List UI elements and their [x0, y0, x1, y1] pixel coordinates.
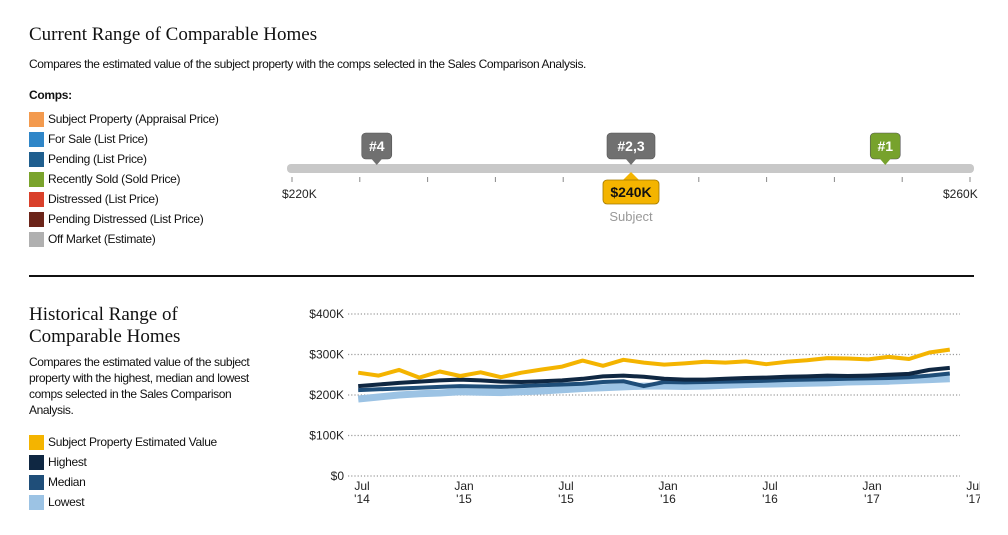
- historical-legend: Subject Property Estimated Value Highest…: [29, 432, 217, 512]
- x-tick-label: Jan: [454, 479, 473, 493]
- legend-label: Lowest: [48, 495, 85, 509]
- legend-swatch: [29, 131, 44, 147]
- legend-label: Subject Property (Appraisal Price): [48, 112, 219, 126]
- historical-range-title: Historical Range of Comparable Homes: [29, 304, 180, 348]
- legend-item-pending: Pending (List Price): [29, 149, 219, 169]
- legend-swatch: [29, 474, 44, 490]
- legend-label: Off Market (Estimate): [48, 232, 156, 246]
- x-tick-label: '14: [354, 492, 370, 506]
- legend-label: Distressed (List Price): [48, 192, 159, 206]
- legend-label: Median: [48, 475, 86, 489]
- range-bar: [287, 164, 974, 173]
- x-tick-label: Jul: [558, 479, 573, 493]
- comp-marker-label: #2,3: [617, 138, 644, 154]
- y-tick-label: $300K: [309, 348, 344, 362]
- comp-marker[interactable]: #4: [361, 132, 393, 165]
- legend-item-median: Median: [29, 472, 217, 492]
- legend-item-lowest: Lowest: [29, 492, 217, 512]
- x-tick-label: '16: [660, 492, 676, 506]
- legend-item-distressed: Distressed (List Price): [29, 189, 219, 209]
- legend-swatch: [29, 111, 44, 127]
- x-tick-label: '15: [456, 492, 472, 506]
- range-max-label: $260K: [943, 187, 978, 201]
- legend-label: Recently Sold (Sold Price): [48, 172, 181, 186]
- legend-swatch: [29, 494, 44, 510]
- legend-label: Pending (List Price): [48, 152, 147, 166]
- legend-item-subject-estimated: Subject Property Estimated Value: [29, 432, 217, 452]
- x-tick-label: Jan: [658, 479, 677, 493]
- legend-item-for-sale: For Sale (List Price): [29, 129, 219, 149]
- comps-label: Comps:: [29, 88, 72, 102]
- y-tick-label: $200K: [309, 388, 344, 402]
- series-line-subject-property-estimated-value: [357, 347, 951, 380]
- legend-item-highest: Highest: [29, 452, 217, 472]
- current-range-title: Current Range of Comparable Homes: [29, 24, 318, 45]
- legend-swatch: [29, 231, 44, 247]
- legend-swatch: [29, 191, 44, 207]
- comp-marker[interactable]: #1: [869, 132, 901, 165]
- subject-caption: Subject: [609, 209, 653, 224]
- historical-line-chart: $0$100K$200K$300K$400K Jul'14Jan'15Jul'1…: [309, 307, 980, 506]
- section-divider: [29, 275, 974, 277]
- legend-swatch: [29, 434, 44, 450]
- legend-item-off-market: Off Market (Estimate): [29, 229, 219, 249]
- subject-value-label: $240K: [610, 184, 651, 200]
- comp-marker[interactable]: #2,3: [606, 132, 656, 165]
- y-tick-label: $400K: [309, 307, 344, 321]
- x-tick-label: Jul: [354, 479, 369, 493]
- x-tick-label: Jul: [762, 479, 777, 493]
- legend-swatch: [29, 151, 44, 167]
- historical-title-line2: Comparable Homes: [29, 326, 181, 347]
- y-tick-label: $100K: [309, 429, 344, 443]
- subject-pointer: [623, 172, 639, 180]
- subject-marker[interactable]: $240K Subject: [602, 172, 660, 224]
- legend-label: Highest: [48, 455, 87, 469]
- y-tick-label: $0: [331, 469, 345, 483]
- subject-value-box: [602, 179, 660, 205]
- comp-marker-pointer: [370, 158, 383, 165]
- chart-grid: [348, 313, 960, 477]
- x-tick-label: '15: [558, 492, 574, 506]
- series-line-lowest: [357, 375, 950, 403]
- x-tick-label: '16: [762, 492, 778, 506]
- x-tick-label: Jan: [862, 479, 881, 493]
- historical-range-description: Compares the estimated value of the subj…: [29, 355, 250, 417]
- x-tick-label: '17: [966, 492, 980, 506]
- range-min-label: $220K: [282, 187, 317, 201]
- legend-item-recently-sold: Recently Sold (Sold Price): [29, 169, 219, 189]
- legend-label: Pending Distressed (List Price): [48, 212, 204, 226]
- comps-legend: Subject Property (Appraisal Price) For S…: [29, 109, 219, 249]
- comp-marker-pointer: [625, 158, 637, 165]
- legend-item-pending-distressed: Pending Distressed (List Price): [29, 209, 219, 229]
- x-tick-label: Jul: [966, 479, 980, 493]
- series-line-highest: [358, 365, 950, 389]
- legend-item-subject-property: Subject Property (Appraisal Price): [29, 109, 219, 129]
- current-range-description: Compares the estimated value of the subj…: [29, 57, 586, 71]
- legend-label: Subject Property Estimated Value: [48, 435, 217, 449]
- comp-marker-pointer: [879, 158, 892, 165]
- comps-range-scale: #4 #2,3 #1 $220K $260K $240K Subject: [282, 132, 978, 224]
- series-line-median: [358, 371, 951, 393]
- comp-marker-label: #4: [369, 138, 385, 154]
- legend-swatch: [29, 454, 44, 470]
- comp-marker-label: #1: [877, 138, 893, 154]
- x-tick-label: '17: [864, 492, 880, 506]
- historical-title-line1: Historical Range of: [29, 304, 178, 325]
- legend-swatch: [29, 171, 44, 187]
- legend-swatch: [29, 211, 44, 227]
- legend-label: For Sale (List Price): [48, 132, 148, 146]
